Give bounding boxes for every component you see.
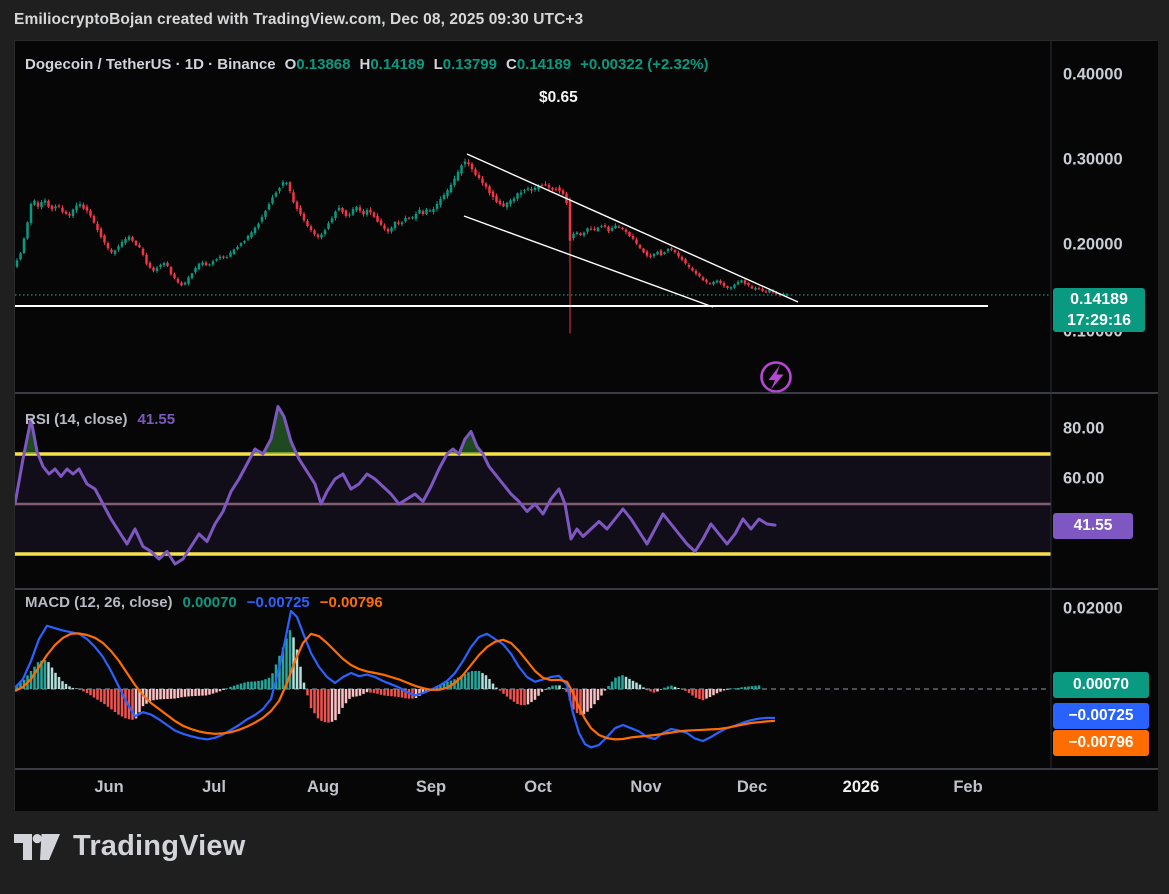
wedge-trendline-lower[interactable] — [463, 215, 714, 308]
change-value: +0.00322 (+2.32%) — [580, 56, 709, 73]
rsi-value-badge: 41.55 — [1053, 513, 1133, 539]
time-axis[interactable]: Jun Jul Aug Sep Oct Nov Dec 2026 Feb — [15, 769, 1158, 811]
symbol-title[interactable]: Dogecoin / TetherUS · 1D · Binance — [25, 56, 276, 73]
time-label-aug: Aug — [306, 778, 340, 796]
price-legend[interactable]: Dogecoin / TetherUS · 1D · Binance O0.138… — [25, 56, 709, 73]
price-annotation: $0.65 — [539, 89, 578, 106]
macd-signal-line[interactable] — [15, 632, 776, 741]
footer-brand: TradingView — [14, 830, 246, 863]
last-price-badge: 0.14189 17:29:16 — [1053, 288, 1145, 332]
lightning-bolt-icon[interactable] — [760, 361, 792, 393]
time-label-sep: Sep — [415, 778, 447, 796]
low-value: 0.13799 — [442, 56, 497, 73]
rsi-line[interactable] — [15, 405, 777, 566]
open-label: O — [284, 56, 297, 73]
rsi-title: RSI (14, close) — [25, 411, 128, 428]
high-value: 0.14189 — [370, 56, 425, 73]
price-axis-label: 0.30000 — [1063, 150, 1123, 169]
rsi-legend[interactable]: RSI (14, close) 41.55 — [25, 411, 175, 428]
wedge-trendline-upper[interactable] — [466, 153, 799, 303]
macd-signal-value: −0.00796 — [319, 594, 383, 611]
macd-histogram — [15, 630, 761, 723]
candlestick-series[interactable] — [15, 158, 789, 334]
tradingview-logo-icon — [14, 833, 60, 860]
low-label: L — [433, 56, 443, 73]
time-label-feb: Feb — [953, 778, 983, 796]
macd-signal-badge: −0.00796 — [1053, 730, 1149, 756]
attribution-text: EmiliocryptoBojan created with TradingVi… — [14, 11, 584, 28]
time-label-jul: Jul — [202, 778, 226, 796]
rsi-axis-label: 80.00 — [1063, 419, 1105, 438]
chart-widget: Dogecoin / TetherUS · 1D · Binance O0.138… — [14, 40, 1158, 811]
time-label-dec: Dec — [736, 778, 768, 796]
close-value: 0.14189 — [516, 56, 572, 73]
macd-line-value: −0.00725 — [246, 594, 310, 611]
price-axis-label: 0.40000 — [1063, 65, 1123, 84]
macd-hist-badge: 0.00070 — [1053, 672, 1149, 698]
close-label: C — [505, 56, 517, 73]
macd-line-badge: −0.00725 — [1053, 703, 1149, 729]
macd-title: MACD (12, 26, close) — [25, 594, 173, 611]
time-label-jun: Jun — [94, 778, 124, 796]
chart-canvas[interactable] — [15, 41, 1158, 811]
macd-legend[interactable]: MACD (12, 26, close) 0.00070 −0.00725 −0.00… — [25, 594, 383, 611]
time-label-nov: Nov — [630, 778, 662, 796]
rsi-value: 41.55 — [137, 411, 176, 428]
last-price-value: 0.14189 — [1070, 291, 1128, 308]
macd-hist-value: 0.00070 — [182, 594, 237, 611]
rsi-axis-label: 60.00 — [1063, 469, 1105, 488]
tradingview-logo-text: TradingView — [73, 830, 246, 862]
high-label: H — [359, 56, 371, 73]
bar-countdown: 17:29:16 — [1066, 312, 1132, 329]
open-value: 0.13868 — [296, 56, 351, 73]
time-label-oct: Oct — [524, 778, 552, 796]
macd-axis-label: 0.02000 — [1063, 599, 1123, 618]
price-axis-label: 0.20000 — [1063, 235, 1123, 254]
time-label-2026: 2026 — [842, 778, 880, 796]
